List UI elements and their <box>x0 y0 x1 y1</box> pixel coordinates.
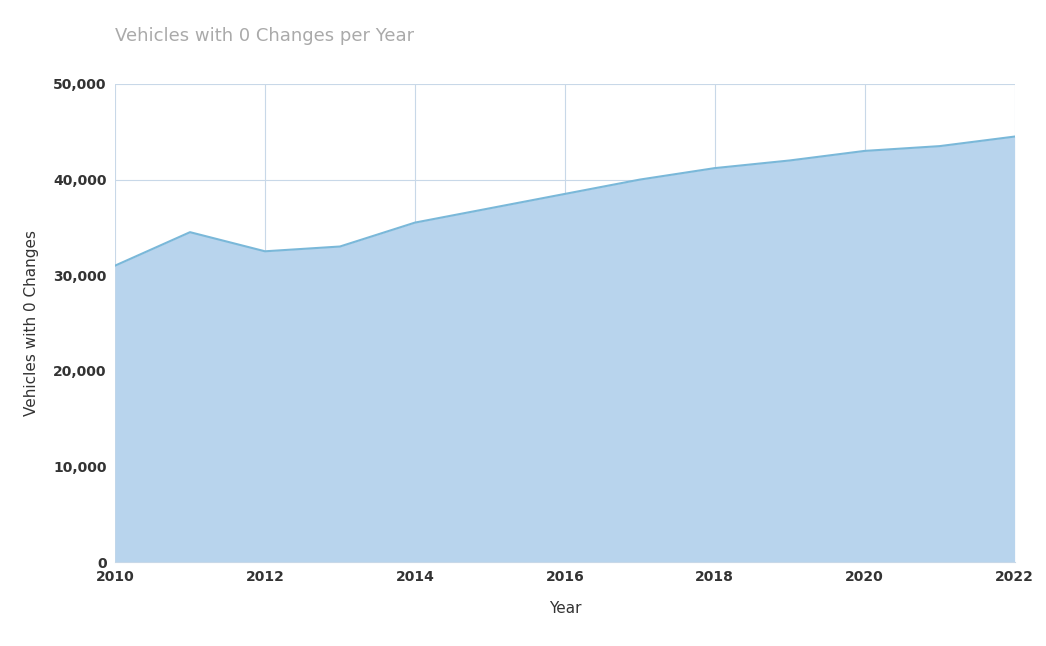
Y-axis label: Vehicles with 0 Changes: Vehicles with 0 Changes <box>24 230 40 416</box>
Text: Vehicles with 0 Changes per Year: Vehicles with 0 Changes per Year <box>115 27 414 45</box>
X-axis label: Year: Year <box>548 601 582 616</box>
